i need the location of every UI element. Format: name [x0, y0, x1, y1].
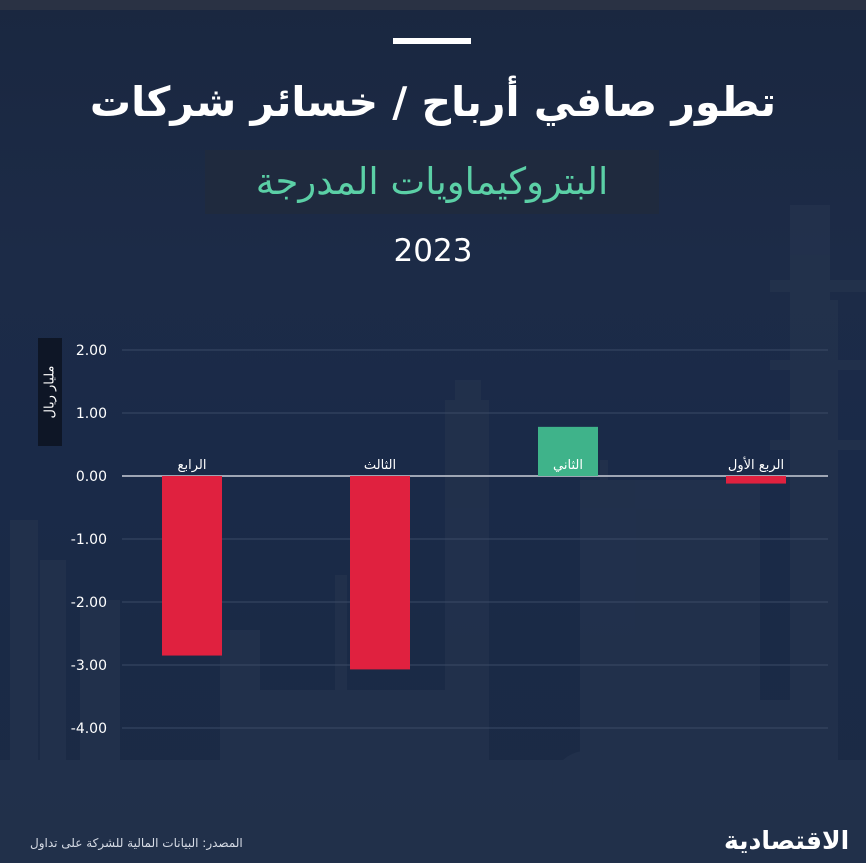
category-label: الثاني	[553, 458, 583, 473]
y-axis-label-box	[38, 338, 62, 446]
bar	[162, 476, 222, 656]
category-label: الثالث	[364, 458, 396, 473]
source-note: المصدر: البيانات المالية للشركة على تداو…	[30, 836, 243, 850]
title-accent-bar	[393, 38, 471, 44]
category-label: الرابع	[178, 458, 207, 473]
chart-year: 2023	[393, 233, 473, 269]
y-tick-label: 2.00	[76, 343, 107, 359]
y-tick-label: -4.00	[71, 721, 107, 737]
brand-logo: الاقتصادية	[724, 826, 850, 855]
bar	[350, 476, 410, 670]
chart-subtitle: البتروكيماويات المدرجة	[255, 160, 609, 203]
bar	[538, 426, 598, 476]
y-tick-label: -2.00	[71, 595, 107, 611]
y-tick-label: 1.00	[76, 406, 107, 422]
y-tick-label: -1.00	[71, 532, 107, 548]
category-label: الربع الأول	[728, 456, 784, 473]
y-tick-label: 0.00	[76, 469, 107, 485]
chart-title: تطور صافي أرباح / خسائر شركات	[89, 78, 777, 126]
y-tick-label: -3.00	[71, 658, 107, 674]
subtitle-box	[205, 150, 659, 214]
top-strip	[0, 0, 866, 10]
bar	[726, 476, 786, 484]
